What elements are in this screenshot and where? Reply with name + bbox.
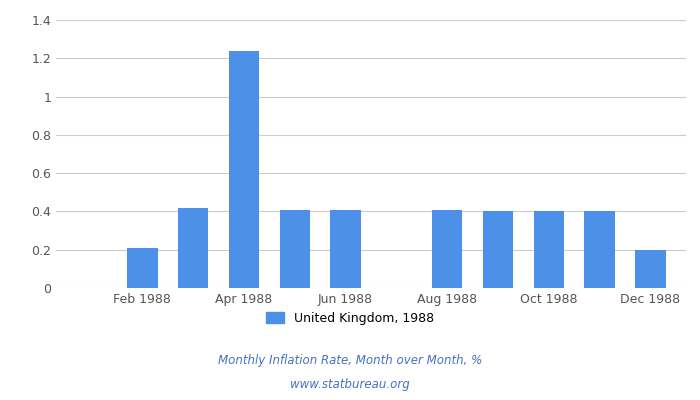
Bar: [127, 248, 158, 288]
Bar: [279, 210, 310, 288]
Bar: [432, 210, 463, 288]
Bar: [178, 208, 209, 288]
Bar: [533, 212, 564, 288]
Bar: [330, 210, 360, 288]
Text: Monthly Inflation Rate, Month over Month, %: Monthly Inflation Rate, Month over Month…: [218, 354, 482, 367]
Legend: United Kingdom, 1988: United Kingdom, 1988: [260, 307, 440, 330]
Bar: [229, 51, 259, 288]
Bar: [483, 212, 513, 288]
Bar: [584, 212, 615, 288]
Bar: [635, 250, 666, 288]
Text: www.statbureau.org: www.statbureau.org: [290, 378, 410, 391]
